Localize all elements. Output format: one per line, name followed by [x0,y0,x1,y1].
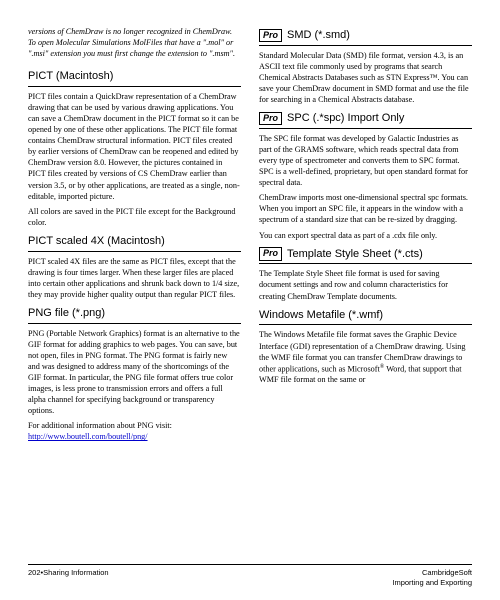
page-footer: 202•Sharing Information CambridgeSoft Im… [28,564,472,588]
footer-right-2: Importing and Exporting [392,578,472,588]
heading-pict: PICT (Macintosh) [28,69,241,87]
pro-badge: Pro [259,247,282,261]
pro-badge: Pro [259,29,282,43]
heading-smd: Pro SMD (*.smd) [259,28,472,46]
heading-spc: Pro SPC (.*spc) Import Only [259,111,472,129]
heading-cts: Pro Template Style Sheet (*.cts) [259,247,472,265]
png-link[interactable]: http://www.boutell.com/boutell/png/ [28,432,148,441]
spc-title: SPC (.*spc) Import Only [287,111,404,126]
png-link-intro: For additional information about PNG vis… [28,421,172,430]
heading-pict4x: PICT scaled 4X (Macintosh) [28,234,241,252]
pict4x-paragraph: PICT scaled 4X files are the same as PIC… [28,256,241,300]
heading-wmf: Windows Metafile (*.wmf) [259,308,472,326]
smd-paragraph: Standard Molecular Data (SMD) file forma… [259,50,472,105]
footer-right: CambridgeSoft Importing and Exporting [392,568,472,588]
smd-title: SMD (*.smd) [287,28,350,43]
right-column: Pro SMD (*.smd) Standard Molecular Data … [259,22,472,552]
png-paragraph-2: For additional information about PNG vis… [28,420,241,442]
pict-paragraph-1: PICT files contain a QuickDraw represent… [28,91,241,202]
intro-text: versions of ChemDraw is no longer recogn… [28,26,241,59]
pict-paragraph-2: All colors are saved in the PICT file ex… [28,206,241,228]
png-paragraph-1: PNG (Portable Network Graphics) format i… [28,328,241,417]
left-column: versions of ChemDraw is no longer recogn… [28,22,241,552]
spc-paragraph-2: ChemDraw imports most one-dimensional sp… [259,192,472,225]
cts-title: Template Style Sheet (*.cts) [287,247,423,262]
heading-png: PNG file (*.png) [28,306,241,324]
spc-paragraph-1: The SPC file format was developed by Gal… [259,133,472,188]
cts-paragraph: The Template Style Sheet file format is … [259,268,472,301]
wmf-paragraph: The Windows Metafile file format saves t… [259,329,472,385]
spc-paragraph-3: You can export spectral data as part of … [259,230,472,241]
footer-left: 202•Sharing Information [28,568,109,588]
footer-right-1: CambridgeSoft [392,568,472,578]
pro-badge: Pro [259,112,282,126]
